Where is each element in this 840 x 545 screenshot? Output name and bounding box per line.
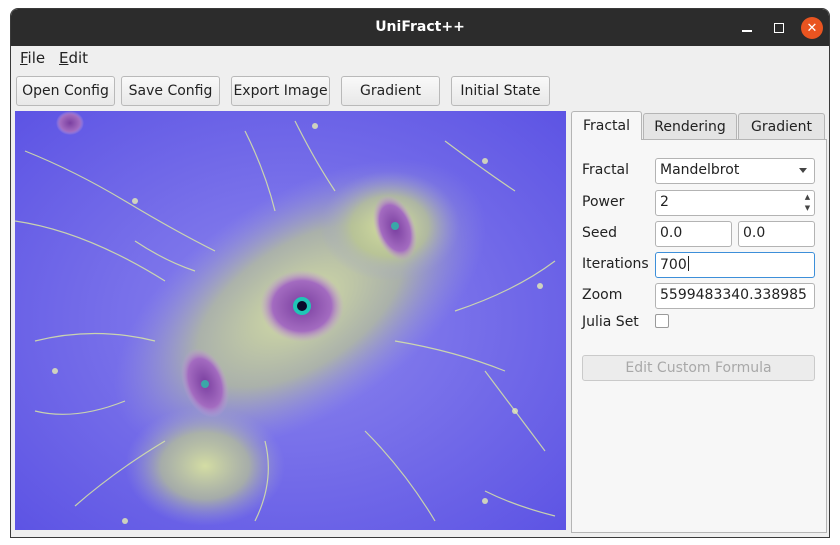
fractal-select[interactable]: Mandelbrot [655, 158, 815, 184]
tab-fractal[interactable]: Fractal [571, 111, 642, 140]
julia-set-label: Julia Set [582, 314, 639, 330]
maximize-button[interactable] [768, 17, 790, 39]
menu-file[interactable]: File [20, 49, 46, 67]
app-window: UniFract++ ✕ File Edit Open Config Save … [10, 8, 830, 538]
edit-custom-formula-button[interactable]: Edit Custom Formula [582, 355, 815, 381]
save-config-button[interactable]: Save Config [121, 76, 220, 106]
window-title: UniFract++ [375, 19, 465, 35]
chevron-down-icon [799, 168, 807, 173]
menu-edit[interactable]: Edit [59, 49, 89, 67]
fractal-render [15, 111, 566, 530]
tab-gradient[interactable]: Gradient [738, 113, 825, 140]
fractal-canvas[interactable] [15, 111, 566, 530]
close-button[interactable]: ✕ [801, 17, 823, 39]
minimize-button[interactable] [736, 17, 758, 39]
iterations-input[interactable]: 700 [655, 252, 815, 278]
menu-bar: File Edit [11, 46, 829, 70]
open-config-button[interactable]: Open Config [16, 76, 115, 106]
title-bar: UniFract++ ✕ [11, 9, 829, 46]
spin-arrows-icon[interactable]: ▲ ▼ [804, 193, 811, 212]
iterations-label: Iterations [582, 256, 649, 272]
tab-bar: Fractal Rendering Gradient [571, 111, 827, 140]
seed-real-input[interactable]: 0.0 [655, 221, 732, 247]
seed-label: Seed [582, 225, 617, 241]
zoom-label: Zoom [582, 287, 623, 303]
export-image-button[interactable]: Export Image [231, 76, 330, 106]
power-label: Power [582, 194, 625, 210]
seed-imag-input[interactable]: 0.0 [738, 221, 815, 247]
close-icon: ✕ [806, 20, 818, 36]
tab-rendering[interactable]: Rendering [643, 113, 737, 140]
gradient-button[interactable]: Gradient [341, 76, 440, 106]
maximize-icon [774, 23, 784, 33]
zoom-input[interactable]: 5599483340.338985 [655, 283, 815, 309]
settings-panel: Fractal Rendering Gradient Fractal Mande… [571, 111, 827, 534]
initial-state-button[interactable]: Initial State [451, 76, 550, 106]
minimize-icon [742, 30, 752, 32]
julia-set-checkbox[interactable] [655, 314, 669, 328]
fractal-label: Fractal [582, 162, 630, 178]
fractal-tab-page: Fractal Mandelbrot Power 2 ▲ ▼ Seed 0.0 0… [571, 139, 827, 533]
power-spinbox[interactable]: 2 ▲ ▼ [655, 190, 815, 216]
text-caret [687, 256, 689, 271]
